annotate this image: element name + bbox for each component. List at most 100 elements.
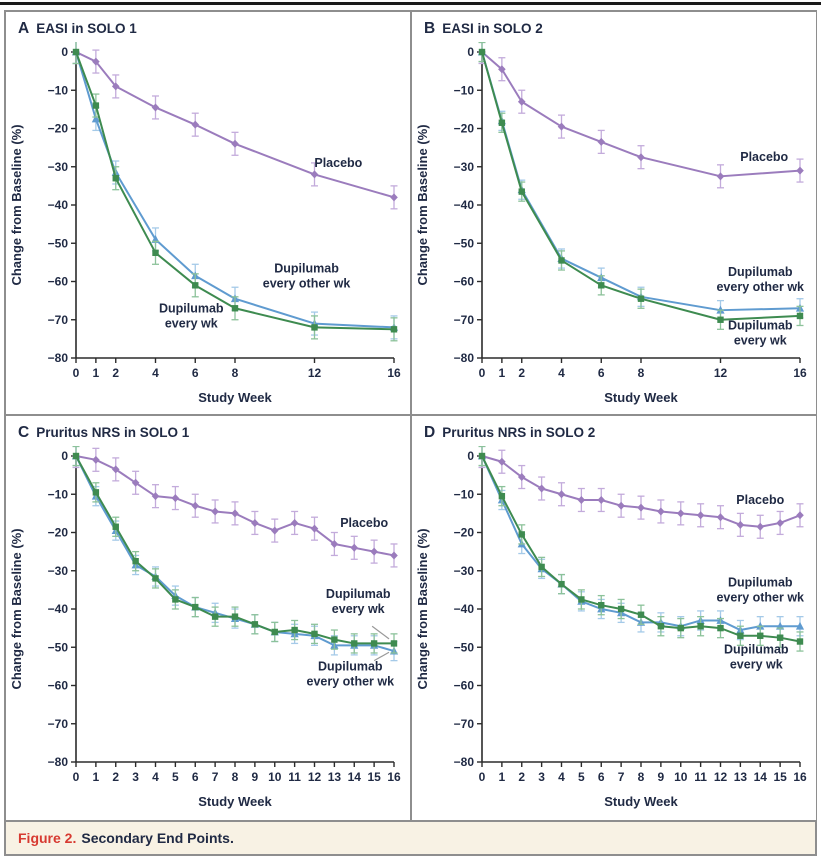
- svg-text:6: 6: [192, 366, 199, 380]
- svg-text:11: 11: [694, 770, 707, 784]
- svg-text:6: 6: [598, 770, 605, 784]
- svg-text:11: 11: [288, 770, 301, 784]
- figure-caption-label: Figure 2.: [18, 830, 77, 846]
- svg-text:9: 9: [658, 770, 665, 784]
- svg-text:Placebo: Placebo: [340, 516, 388, 530]
- svg-text:0: 0: [73, 366, 80, 380]
- top-rule: [0, 2, 821, 5]
- svg-text:2: 2: [518, 770, 525, 784]
- panel-a: A EASI in SOLO 1 0 −10 −20 −30 −40 −50 −60 −70 −8…: [6, 12, 412, 416]
- svg-text:Dupilumab: Dupilumab: [728, 575, 793, 589]
- svg-text:−10: −10: [454, 83, 475, 97]
- svg-text:1: 1: [93, 366, 100, 380]
- panel-a-title: EASI in SOLO 1: [36, 21, 137, 36]
- svg-text:0: 0: [73, 770, 80, 784]
- svg-text:−40: −40: [48, 602, 69, 616]
- svg-text:Placebo: Placebo: [740, 150, 788, 164]
- panel-b-title: EASI in SOLO 2: [442, 21, 543, 36]
- svg-text:every other wk: every other wk: [307, 675, 395, 689]
- svg-text:2: 2: [112, 770, 119, 784]
- panel-a-header: A EASI in SOLO 1: [6, 12, 410, 42]
- svg-text:4: 4: [558, 770, 565, 784]
- svg-text:Placebo: Placebo: [314, 156, 362, 170]
- svg-text:4: 4: [152, 770, 159, 784]
- svg-text:every wk: every wk: [165, 316, 218, 330]
- svg-text:10: 10: [268, 770, 282, 784]
- svg-text:−20: −20: [48, 526, 69, 540]
- svg-text:8: 8: [638, 770, 645, 784]
- svg-text:0: 0: [61, 449, 68, 463]
- svg-text:Dupilumab: Dupilumab: [159, 301, 224, 315]
- svg-text:−10: −10: [454, 487, 475, 501]
- svg-text:0: 0: [479, 770, 486, 784]
- panel-d-chart: 0−10−20−30−40−50−60−70−800 1 2 3 4 5 6 7 8 9 10 11 1…: [415, 446, 807, 809]
- panel-d-title: Pruritus NRS in SOLO 2: [442, 425, 596, 440]
- svg-text:−30: −30: [48, 564, 69, 578]
- svg-text:−70: −70: [48, 313, 69, 327]
- svg-text:−60: −60: [48, 679, 69, 693]
- svg-text:Change from Baseline (%): Change from Baseline (%): [415, 528, 430, 689]
- svg-text:−30: −30: [48, 160, 69, 174]
- svg-text:Study Week: Study Week: [198, 390, 272, 405]
- svg-text:Dupilumab: Dupilumab: [728, 319, 793, 333]
- svg-text:Change from Baseline (%): Change from Baseline (%): [9, 124, 24, 285]
- svg-text:every wk: every wk: [734, 334, 787, 348]
- svg-text:−40: −40: [48, 198, 69, 212]
- svg-text:6: 6: [598, 366, 605, 380]
- svg-text:8: 8: [232, 770, 239, 784]
- svg-text:Dupilumab: Dupilumab: [326, 587, 391, 601]
- svg-text:1: 1: [499, 366, 506, 380]
- figure-caption: Figure 2. Secondary End Points.: [6, 820, 815, 854]
- panel-a-chart: 0−10−20−30−40−50−60−70−800 1 2 4 6 8 12 16Chang…: [9, 42, 401, 405]
- svg-text:−60: −60: [454, 275, 475, 289]
- svg-text:−10: −10: [48, 83, 69, 97]
- svg-text:every other wk: every other wk: [263, 276, 351, 290]
- svg-text:Study Week: Study Week: [604, 794, 678, 809]
- svg-text:16: 16: [387, 770, 401, 784]
- panel-d-header: D Pruritus NRS in SOLO 2: [412, 416, 816, 446]
- panel-c-chart: 0−10−20−30−40−50−60−70−800 1 2 3 4 5 6 7 8 9 10 11 1…: [9, 446, 401, 809]
- svg-text:7: 7: [618, 770, 625, 784]
- svg-text:16: 16: [793, 770, 807, 784]
- svg-text:5: 5: [578, 770, 585, 784]
- svg-text:−80: −80: [454, 755, 475, 769]
- svg-text:16: 16: [387, 366, 401, 380]
- svg-text:9: 9: [252, 770, 259, 784]
- svg-text:−50: −50: [48, 640, 69, 654]
- panel-c: C Pruritus NRS in SOLO 1 0 −10 −20 −30 −40 −50…: [6, 416, 412, 820]
- svg-text:8: 8: [638, 366, 645, 380]
- svg-text:−40: −40: [454, 198, 475, 212]
- svg-text:−20: −20: [454, 122, 475, 136]
- panel-b-header: B EASI in SOLO 2: [412, 12, 816, 42]
- svg-text:−10: −10: [48, 487, 69, 501]
- svg-text:1: 1: [499, 770, 506, 784]
- svg-text:12: 12: [308, 770, 322, 784]
- svg-text:3: 3: [132, 770, 139, 784]
- svg-text:5: 5: [172, 770, 179, 784]
- svg-text:−50: −50: [48, 236, 69, 250]
- svg-text:16: 16: [793, 366, 807, 380]
- panel-b-letter: B: [424, 20, 436, 37]
- figure-caption-text: Secondary End Points.: [81, 830, 234, 846]
- panel-grid: A EASI in SOLO 1 0 −10 −20 −30 −40 −50 −60 −70 −8…: [6, 12, 816, 820]
- svg-text:Dupilumab: Dupilumab: [318, 660, 383, 674]
- svg-text:−50: −50: [454, 640, 475, 654]
- svg-text:7: 7: [212, 770, 219, 784]
- svg-text:Dupilumab: Dupilumab: [724, 642, 789, 656]
- svg-text:every other wk: every other wk: [716, 590, 804, 604]
- svg-text:1: 1: [93, 770, 100, 784]
- svg-text:−80: −80: [48, 755, 69, 769]
- svg-text:4: 4: [152, 366, 159, 380]
- svg-text:0: 0: [467, 45, 474, 59]
- panel-a-letter: A: [18, 20, 30, 37]
- svg-text:−50: −50: [454, 236, 475, 250]
- svg-text:12: 12: [714, 770, 728, 784]
- svg-text:15: 15: [367, 770, 381, 784]
- svg-text:Study Week: Study Week: [198, 794, 272, 809]
- svg-text:12: 12: [308, 366, 322, 380]
- svg-text:0: 0: [479, 366, 486, 380]
- svg-text:10: 10: [674, 770, 688, 784]
- svg-text:−60: −60: [454, 679, 475, 693]
- svg-text:Change from Baseline (%): Change from Baseline (%): [415, 124, 430, 285]
- svg-text:15: 15: [773, 770, 787, 784]
